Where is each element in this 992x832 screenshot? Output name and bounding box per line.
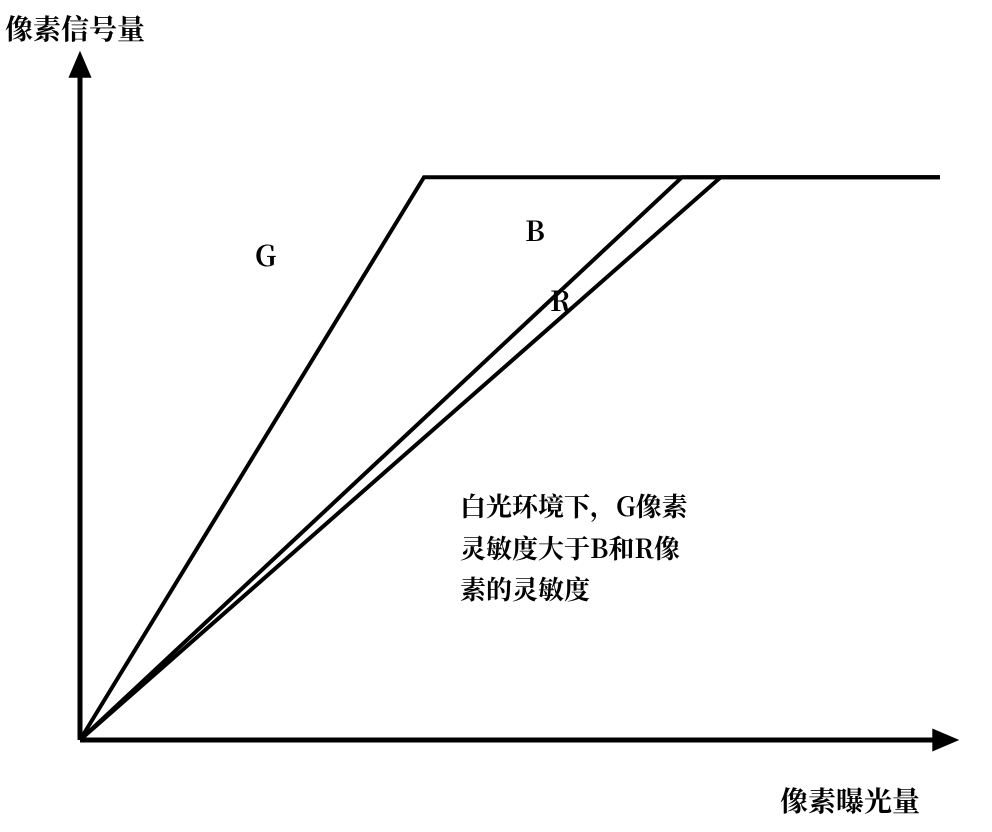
chart-canvas: 像素信号量 像素曝光量 G B R 白光环境下，G像素 灵敏度大于B和R像 素的… bbox=[0, 0, 992, 832]
x-axis-label: 像素曝光量 bbox=[780, 780, 920, 820]
series-label-r: R bbox=[550, 280, 571, 320]
chart-svg bbox=[0, 0, 992, 832]
series-label-b: B bbox=[525, 210, 545, 250]
y-axis-label: 像素信号量 bbox=[5, 8, 145, 48]
annotation-line-3: 素的灵敏度 bbox=[460, 570, 590, 607]
annotation-line-1: 白光环境下，G像素 bbox=[460, 487, 688, 524]
chart-annotation: 白光环境下，G像素 灵敏度大于B和R像 素的灵敏度 bbox=[460, 485, 880, 610]
annotation-line-2: 灵敏度大于B和R像 bbox=[460, 529, 680, 566]
series-label-g: G bbox=[255, 235, 276, 275]
